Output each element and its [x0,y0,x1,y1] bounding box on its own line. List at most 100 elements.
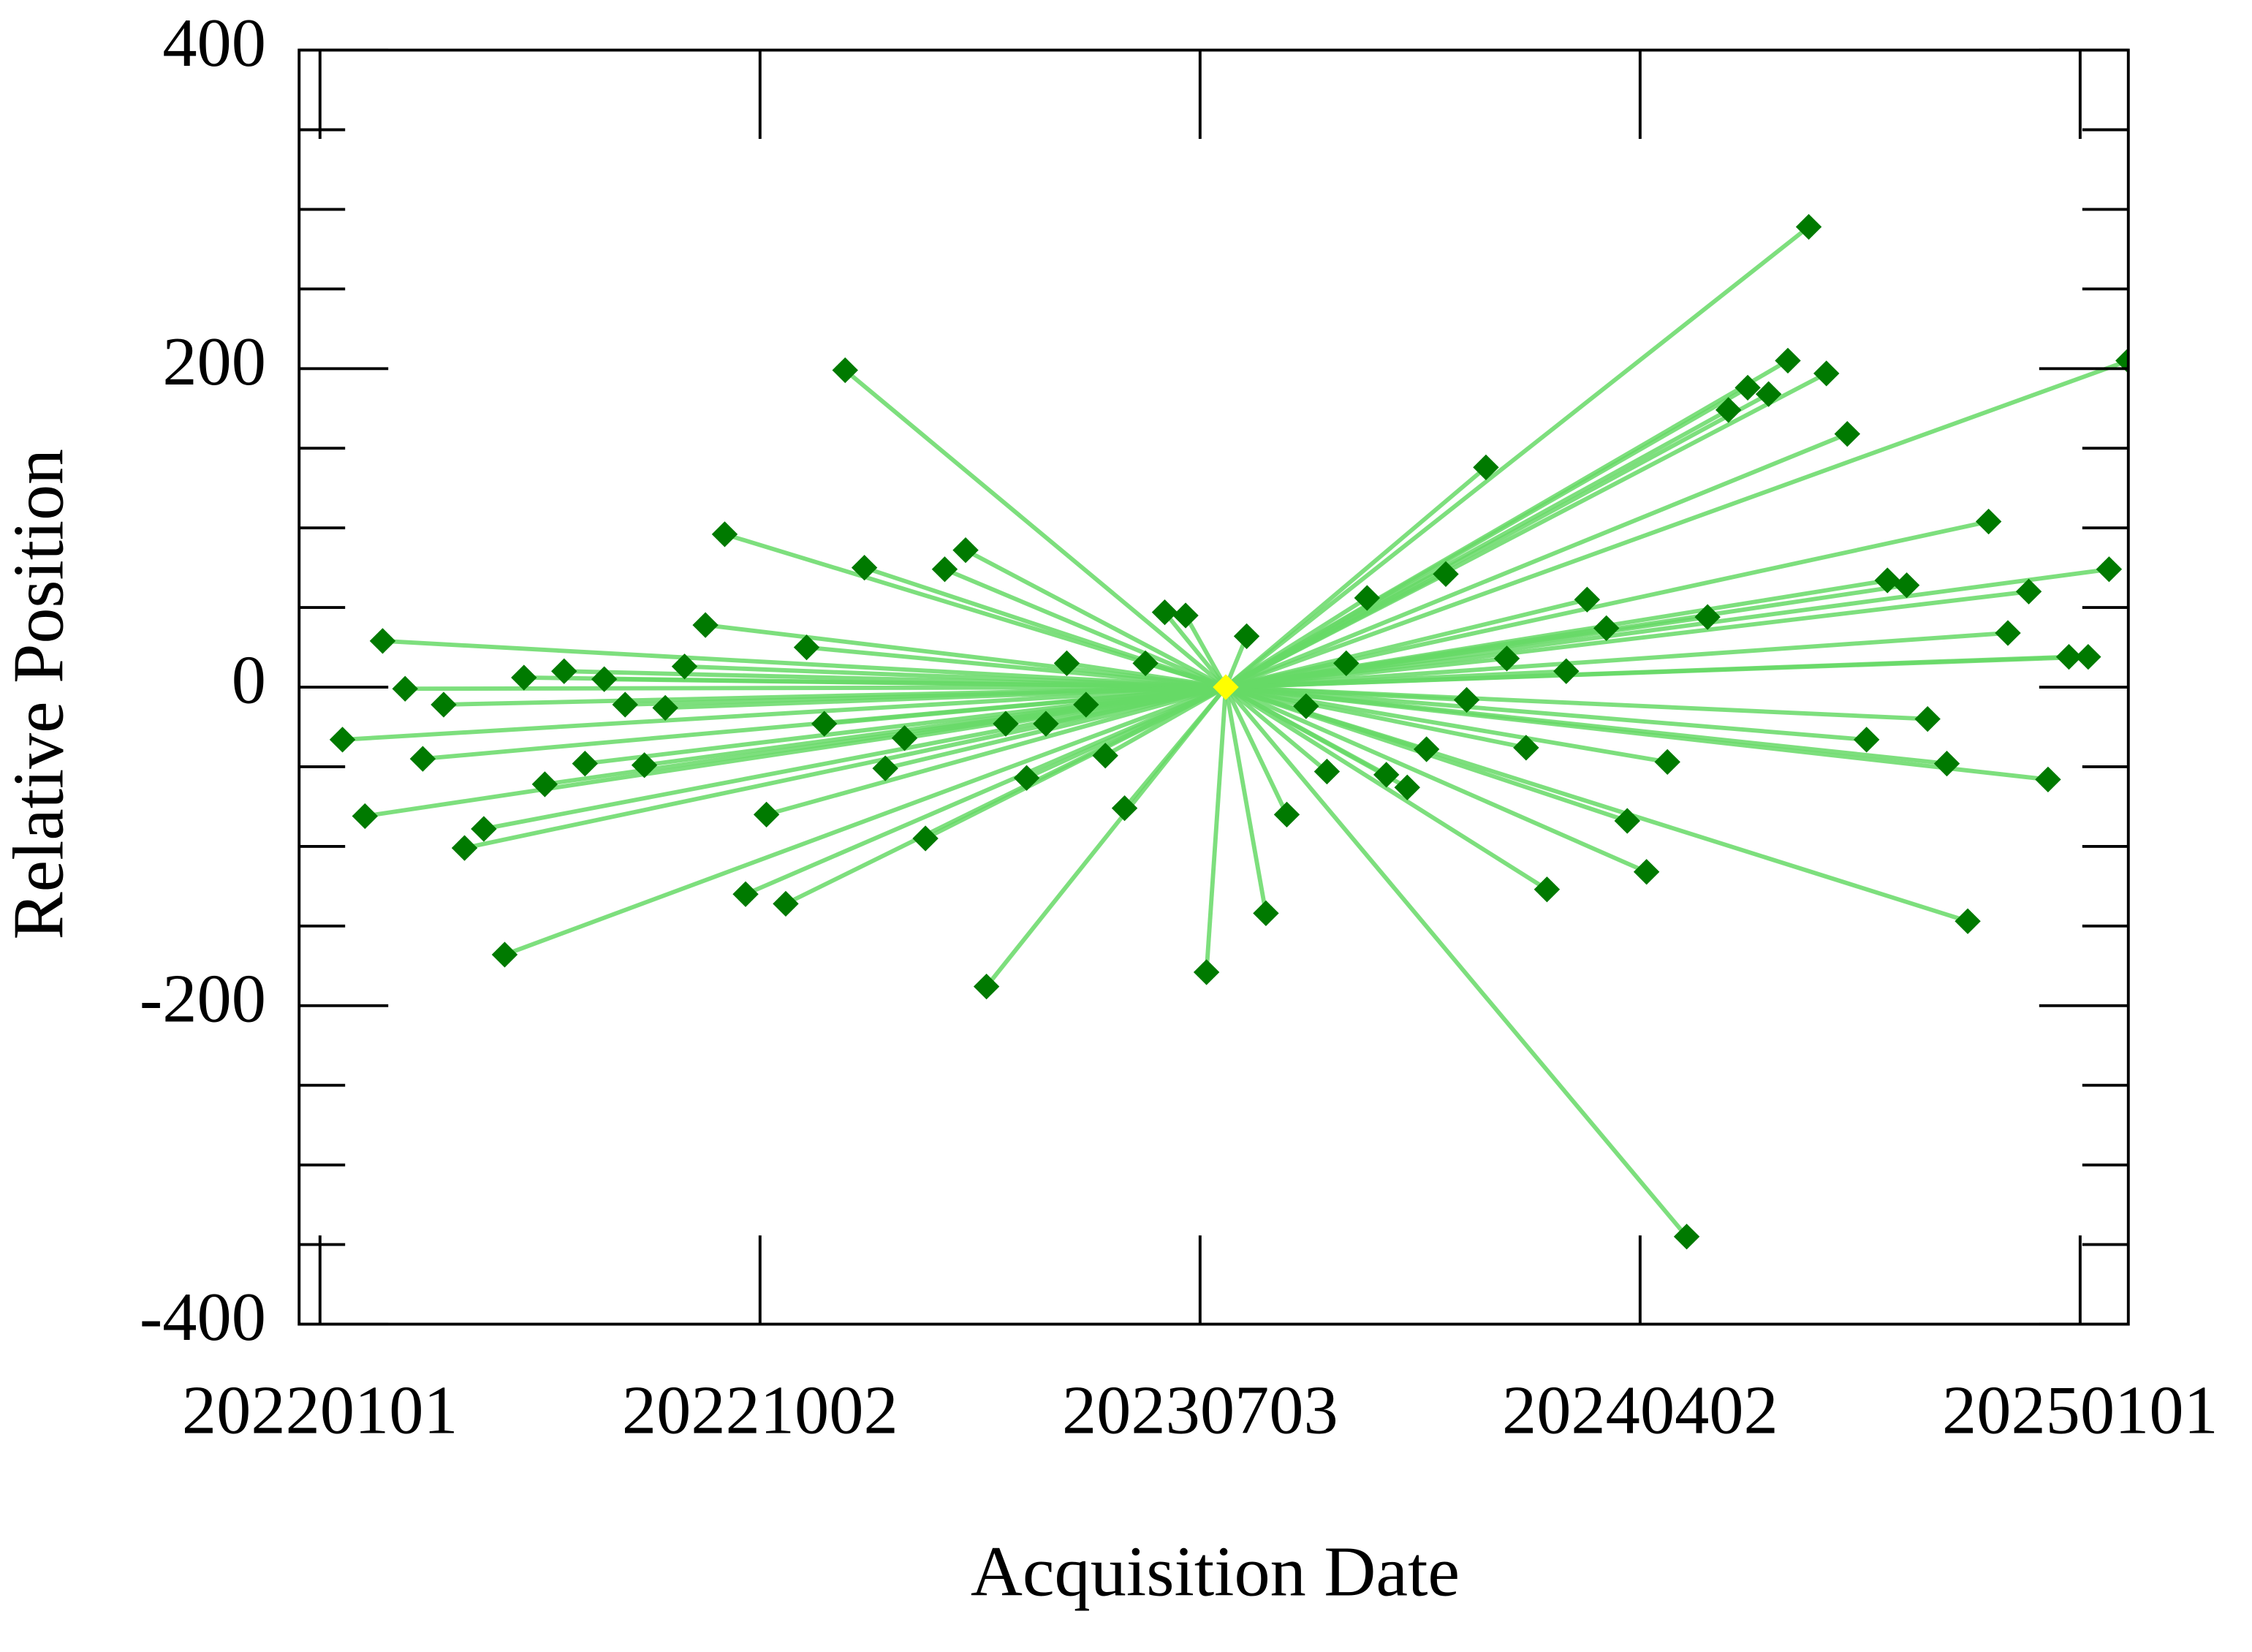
point [1513,735,1539,761]
baseline-link [1225,685,1928,721]
x-tick-label: 20220101 [182,1373,458,1449]
point [931,556,958,583]
baseline-link [1224,431,1849,689]
baseline-link [1225,685,1867,742]
point [1073,692,1099,718]
baseline-link [665,685,1227,711]
x-tick-label: 20250101 [1942,1373,2218,1449]
y-tick-label: 200 [162,324,266,400]
point [1975,508,2002,535]
point [2075,644,2101,670]
point [2015,578,2042,605]
point [1955,908,1981,934]
baseline-link [1224,225,1811,689]
point [872,755,898,781]
baseline-link [1224,685,1648,874]
point [1813,360,1840,387]
point [1354,585,1381,611]
y-tick-label: 0 [232,643,266,719]
baseline-link [1225,685,1968,924]
x-tick-label: 20221002 [622,1373,898,1449]
point [1533,876,1561,903]
point [1553,658,1580,684]
point [1933,750,1960,777]
point [1673,1224,1700,1250]
y-axis-title: Relative Position [0,449,79,940]
baseline-link [1204,686,1228,973]
point [409,746,436,772]
baseline-link [1025,685,1227,780]
point [1755,381,1782,407]
point [392,675,418,702]
baseline-link [604,677,1227,689]
point [612,692,638,718]
baseline-link [944,567,1227,689]
baseline-link [1045,685,1227,727]
x-tick-label: 20230703 [1062,1373,1338,1449]
point [511,664,537,691]
point [491,941,518,968]
point [431,692,457,718]
point [352,803,379,830]
point [671,653,698,680]
point [1614,808,1640,834]
baseline-link [504,685,1227,957]
point [471,816,497,842]
point [1413,736,1440,762]
baseline-link [964,548,1227,689]
baseline-link [1224,371,1828,689]
point [832,357,858,384]
point [652,694,678,721]
y-tick-label: 400 [162,5,266,81]
point [1775,347,1801,374]
baseline-link [1225,685,1668,765]
point [1593,615,1620,642]
y-tick-label: -400 [140,1279,266,1355]
point [1654,749,1680,776]
point [1273,801,1300,827]
point [811,711,838,737]
point [1033,711,1059,737]
baseline-link [1225,631,2009,689]
baseline-link [765,685,1227,817]
baseline-link [1145,661,1227,689]
baseline-link [1104,685,1227,758]
baseline-link [1183,614,1228,689]
point [993,711,1019,737]
point [773,890,799,917]
baseline-link [1224,358,2128,689]
baseline-link [1163,610,1228,689]
baseline-link [1224,685,1329,773]
point [531,771,558,797]
x-tick-label: 20240402 [1502,1373,1778,1449]
baseline-link [924,685,1227,841]
plot-area [329,213,2128,1250]
baseline-link [843,368,1227,689]
baseline-link [1224,686,1688,1238]
point [692,612,719,638]
baseline-link [1123,686,1228,810]
baseline-link [1225,685,2049,782]
baseline-link [1224,685,1549,892]
point [1493,645,1520,672]
baseline-link [806,645,1227,689]
x-axis-title: Acquisition Date [971,1533,1460,1612]
y-tick-label: -200 [140,961,266,1037]
point [2035,766,2061,793]
point [1013,765,1040,791]
point [329,727,356,753]
point [1193,959,1220,985]
point [1995,620,2021,646]
baseline-link [1225,654,2088,689]
point [1795,213,1822,240]
point [2096,556,2123,583]
point [631,752,658,778]
baseline-link [1225,567,2109,689]
baseline-link [1224,686,1268,914]
point [1694,604,1721,630]
baseline-link [1224,358,1789,689]
point [572,750,599,777]
point [1893,572,1920,599]
